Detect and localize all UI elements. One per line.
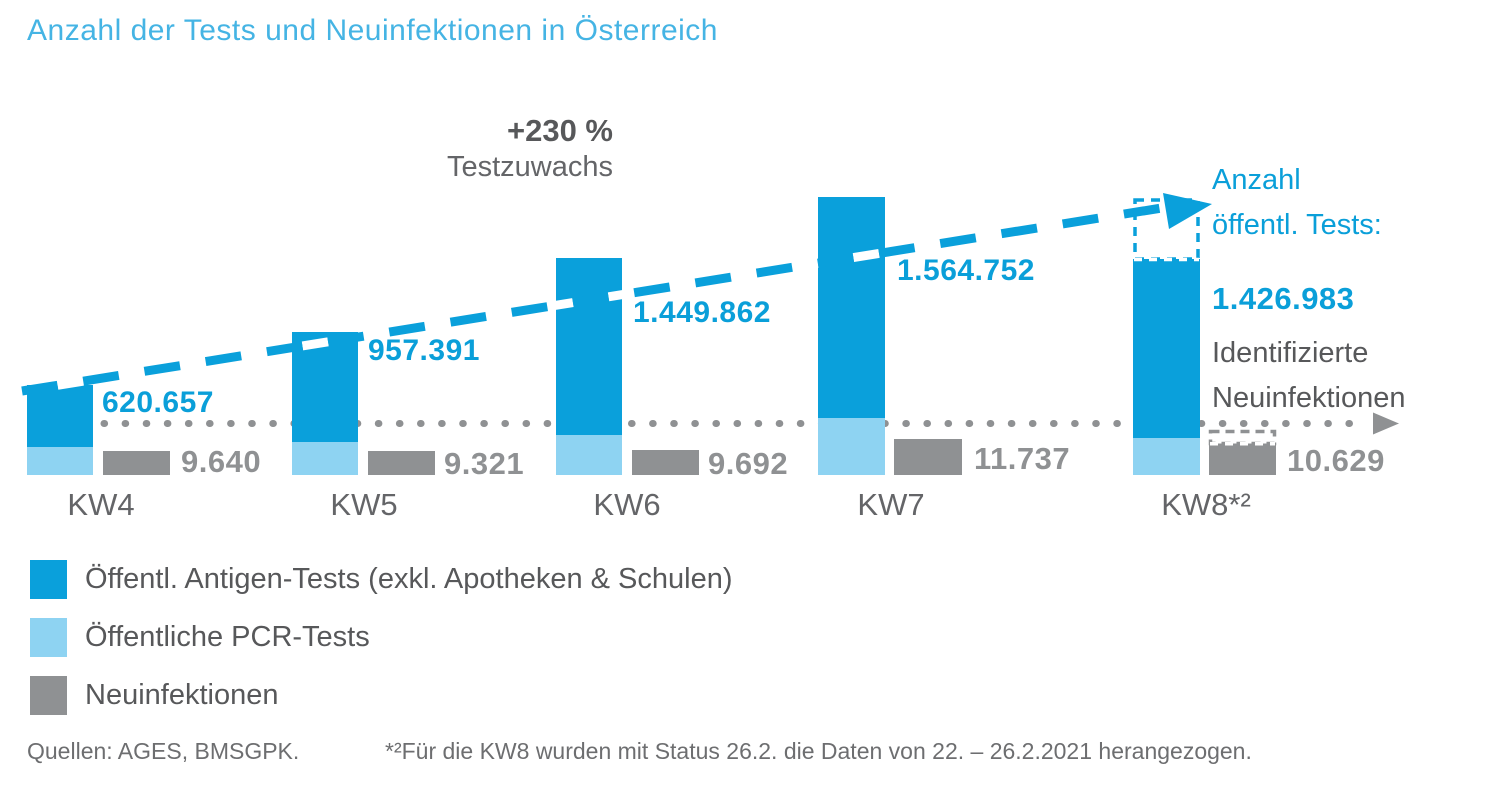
infections-caption-line2: Neuinfektionen (1212, 382, 1406, 414)
legend-label-pcr-tests: Öffentliche PCR-Tests (85, 621, 370, 653)
legend-label-infections: Neuinfektionen (85, 679, 279, 711)
pcr-bar-kw8 (1133, 438, 1200, 475)
tests-bar-kw4 (27, 385, 93, 475)
legend-swatch-antigen-tests (30, 560, 67, 599)
page-title: Anzahl der Tests und Neuinfektionen in Ö… (27, 14, 718, 47)
tests-caption-line1: Anzahl (1212, 164, 1301, 196)
infections-bar-kw4 (103, 451, 170, 475)
tests-bar-kw7 (818, 197, 885, 475)
axis-label-kw6: KW6 (593, 487, 661, 522)
tests-caption: Anzahl öffentl. Tests: (1212, 158, 1382, 248)
axis-label-kw8: KW8*² (1161, 487, 1251, 522)
value-label-infections-kw8: 10.629 (1287, 443, 1385, 478)
pcr-bar-kw6 (556, 435, 622, 475)
infections-bar-kw7 (894, 439, 962, 475)
value-label-tests-kw4: 620.657 (102, 386, 214, 419)
value-label-infections-kw5: 9.321 (444, 446, 525, 481)
tests-caption-line2: öffentl. Tests: (1212, 209, 1382, 241)
tests-bar-kw5 (292, 332, 358, 475)
value-label-tests-kw5: 957.391 (368, 334, 480, 367)
tests-bar-kw8 (1133, 259, 1200, 475)
growth-value: +230 % (506, 113, 613, 148)
value-label-tests-kw6: 1.449.862 (633, 296, 771, 329)
value-label-tests-kw8: 1.426.983 (1212, 281, 1355, 316)
axis-label-kw4: KW4 (67, 487, 135, 522)
legend-swatch-pcr-tests (30, 618, 67, 657)
infections-bar-kw5 (368, 451, 435, 475)
reference-arrow-icon (1373, 412, 1399, 435)
legend-swatch-infections (30, 676, 67, 715)
legend-label-antigen-tests: Öffentl. Antigen-Tests (exkl. Apotheken … (85, 563, 733, 595)
axis-label-kw7: KW7 (857, 487, 925, 522)
trend-line-white-dashes (21, 202, 1169, 396)
infections-bar-kw8 (1209, 443, 1276, 475)
infections-bar-kw6 (632, 450, 699, 475)
trend-line (21, 202, 1169, 396)
footer-footnote: *²Für die KW8 wurden mit Status 26.2. di… (385, 738, 1252, 764)
infections-caption-line1: Identifizierte (1212, 337, 1369, 369)
footer-sources: Quellen: AGES, BMSGPK. (27, 738, 300, 764)
pcr-bar-kw7 (818, 418, 885, 475)
value-label-infections-kw6: 9.692 (708, 446, 789, 481)
value-label-infections-kw4: 9.640 (181, 444, 262, 479)
trend-arrowhead-icon (1163, 193, 1212, 229)
pcr-bar-kw4 (27, 447, 93, 475)
infections-caption: Identifizierte Neuinfektionen (1212, 331, 1405, 421)
value-label-infections-kw7: 11.737 (974, 441, 1071, 476)
value-label-tests-kw7: 1.564.752 (897, 254, 1035, 287)
infections-projection-box (1208, 429, 1277, 446)
axis-label-kw5: KW5 (330, 487, 398, 522)
growth-annotation: +230 % Testzuwachs (293, 112, 613, 186)
pcr-bar-kw5 (292, 442, 358, 475)
growth-label: Testzuwachs (446, 151, 613, 183)
